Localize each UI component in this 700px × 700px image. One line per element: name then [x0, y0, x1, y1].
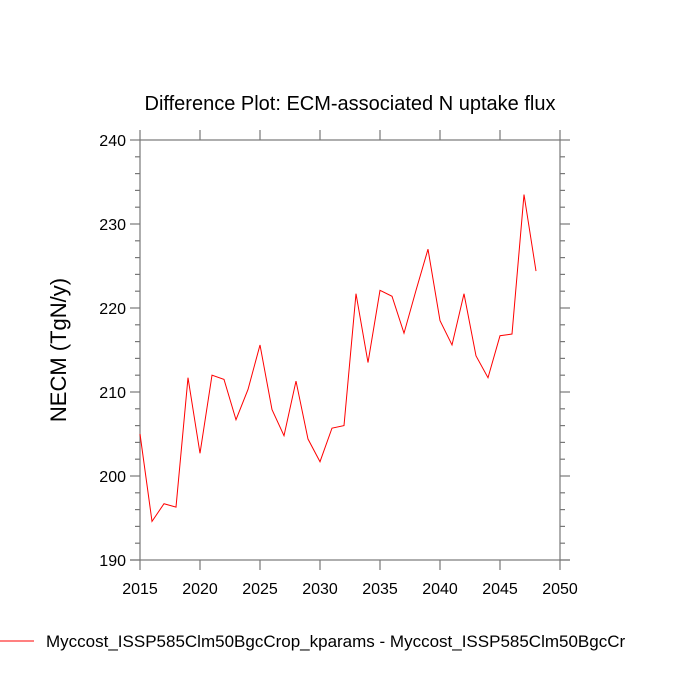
y-tick-label: 200 [99, 469, 126, 486]
x-tick-label: 2035 [362, 581, 398, 598]
legend: Myccost_ISSP585Clm50BgcCrop_kparams - My… [0, 632, 626, 651]
y-axis-label: NECM (TgN/y) [46, 278, 71, 422]
y-tick-label: 240 [99, 133, 126, 150]
y-tick-labels: 190 200 210 220 230 240 [99, 133, 126, 570]
x-tick-label: 2045 [482, 581, 518, 598]
x-tick-label: 2025 [242, 581, 278, 598]
y-tick-label: 220 [99, 301, 126, 318]
y-tick-label: 210 [99, 385, 126, 402]
x-tick-label: 2030 [302, 581, 338, 598]
plot-frame [139, 139, 561, 561]
series-group [139, 194, 537, 523]
x-tick-label: 2050 [542, 581, 578, 598]
y-tick-label: 230 [99, 217, 126, 234]
series-line [139, 194, 537, 523]
y-tick-label: 190 [99, 553, 126, 570]
x-tick-labels: 2015 2020 2025 2030 2035 2040 2045 2050 [122, 581, 578, 598]
legend-label: Myccost_ISSP585Clm50BgcCrop_kparams - My… [46, 632, 626, 651]
chart-title: Difference Plot: ECM-associated N uptake… [145, 93, 556, 115]
x-tick-label: 2020 [182, 581, 218, 598]
axes [130, 130, 570, 570]
x-tick-label: 2040 [422, 581, 458, 598]
x-tick-label: 2015 [122, 581, 158, 598]
